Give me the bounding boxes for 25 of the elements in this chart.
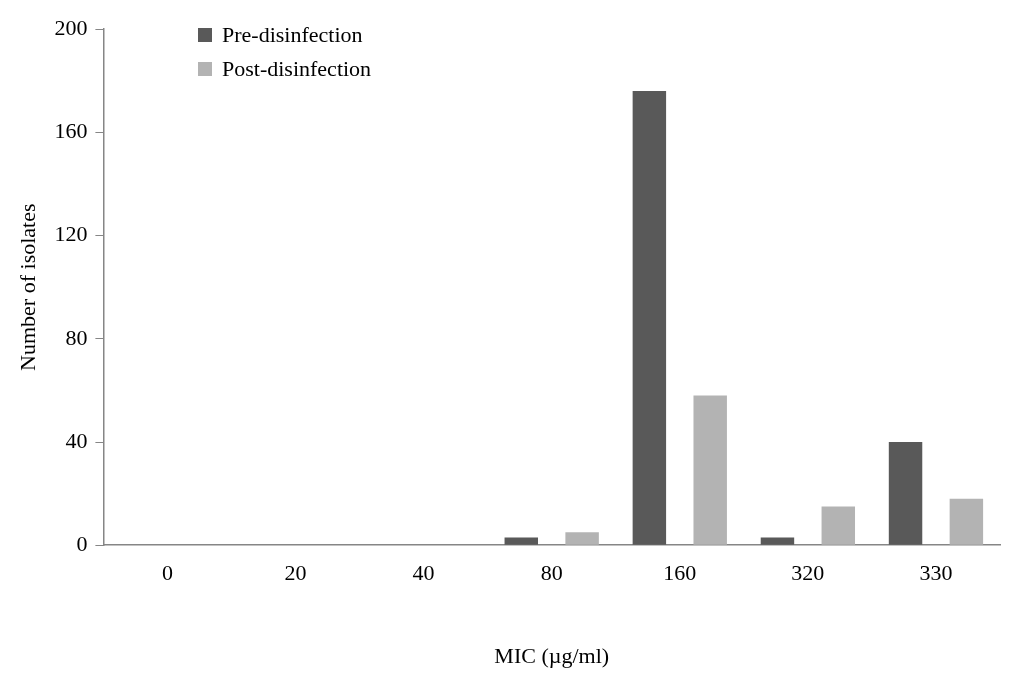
legend-label: Post-disinfection	[222, 55, 372, 83]
bar	[888, 442, 923, 545]
bar	[504, 537, 539, 545]
legend-label: Pre-disinfection	[222, 21, 363, 49]
bar	[949, 498, 984, 545]
x-axis-title: MIC (µg/ml)	[494, 642, 610, 668]
x-tick-label: 20	[284, 560, 307, 586]
x-tick-label: 80	[540, 560, 563, 586]
y-tick-label: 120	[54, 221, 88, 247]
y-tick-label: 40	[65, 427, 88, 453]
x-tick-label: 330	[919, 560, 953, 586]
y-tick-label: 160	[54, 118, 88, 144]
x-tick-label: 0	[161, 560, 173, 586]
x-tick-label: 40	[412, 560, 435, 586]
bar	[821, 506, 856, 545]
y-tick-label: 200	[54, 14, 88, 40]
bar	[693, 395, 727, 545]
y-tick-label: 80	[65, 324, 88, 350]
bar	[760, 537, 795, 545]
bar	[632, 91, 667, 545]
y-axis-title: Number of isolates	[14, 203, 40, 371]
x-tick-label: 160	[663, 560, 697, 586]
x-tick-label: 320	[791, 560, 825, 586]
y-tick-label: 0	[76, 530, 88, 556]
bar	[565, 532, 599, 545]
